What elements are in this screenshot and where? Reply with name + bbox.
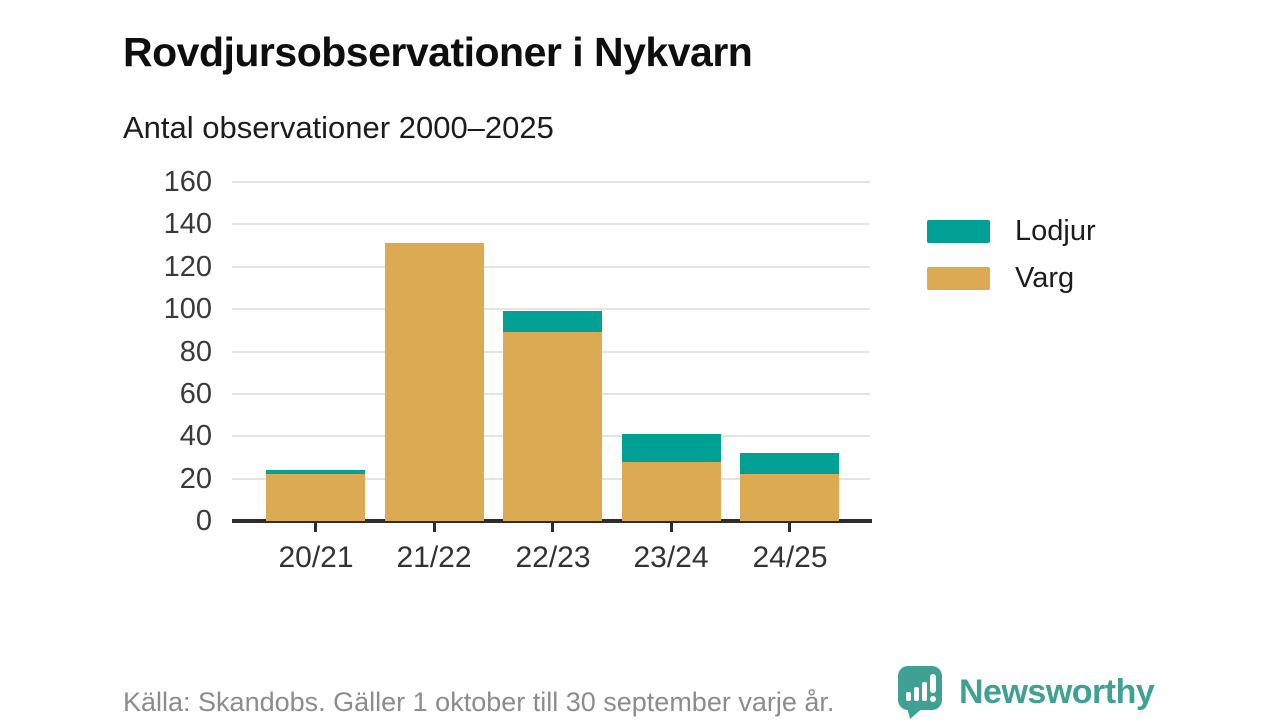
xtick-label-24-25: 24/25 [752, 541, 828, 574]
bar-varg-24-25 [740, 474, 839, 521]
bar-lodjur-22-23 [503, 311, 602, 332]
xtick-20-21 [314, 523, 317, 532]
legend-swatch-lodjur [927, 220, 990, 243]
xtick-23-24 [670, 523, 673, 532]
legend-swatch-varg [927, 267, 990, 290]
bar-lodjur-20-21 [266, 470, 365, 474]
page-title: Rovdjursobservationer i Nykvarn [123, 29, 753, 76]
legend-item-lodjur: Lodjur [927, 215, 1096, 248]
ytick-label-160: 160 [163, 166, 212, 198]
xtick-24-25 [788, 523, 791, 532]
newsworthy-icon [897, 665, 943, 719]
xtick-21-22 [433, 523, 436, 532]
legend-label-lodjur: Lodjur [1015, 215, 1096, 247]
ytick-label-0: 0 [195, 505, 212, 537]
ytick-label-60: 60 [179, 378, 212, 410]
bar-varg-21-22 [385, 243, 484, 521]
ytick-label-20: 20 [179, 463, 212, 495]
ytick-label-120: 120 [163, 251, 212, 283]
gridline-y-120 [232, 266, 870, 268]
ytick-label-140: 140 [163, 208, 212, 240]
gridline-y-100 [232, 308, 870, 310]
ytick-label-100: 100 [163, 293, 212, 325]
xtick-label-23-24: 23/24 [633, 541, 709, 574]
chart-subtitle: Antal observationer 2000–2025 [123, 110, 554, 145]
bar-varg-23-24 [622, 462, 721, 521]
bar-lodjur-24-25 [740, 453, 839, 474]
ytick-label-80: 80 [179, 336, 212, 368]
gridline-y-160 [232, 181, 870, 183]
legend-item-varg: Varg [927, 262, 1074, 295]
xtick-label-20-21: 20/21 [278, 541, 354, 574]
source-note: Källa: Skandobs. Gäller 1 oktober till 3… [123, 687, 835, 717]
brand-name: Newsworthy [959, 672, 1155, 711]
xtick-22-23 [551, 523, 554, 532]
brand-logo: Newsworthy [897, 665, 1155, 719]
bar-varg-22-23 [503, 332, 602, 521]
bar-varg-20-21 [266, 474, 365, 521]
legend-label-varg: Varg [1015, 262, 1075, 294]
xtick-label-21-22: 21/22 [396, 541, 472, 574]
gridline-y-140 [232, 223, 870, 225]
bar-lodjur-23-24 [622, 434, 721, 462]
xtick-label-22-23: 22/23 [515, 541, 591, 574]
x-axis-line [232, 519, 872, 523]
ytick-label-40: 40 [179, 420, 212, 452]
